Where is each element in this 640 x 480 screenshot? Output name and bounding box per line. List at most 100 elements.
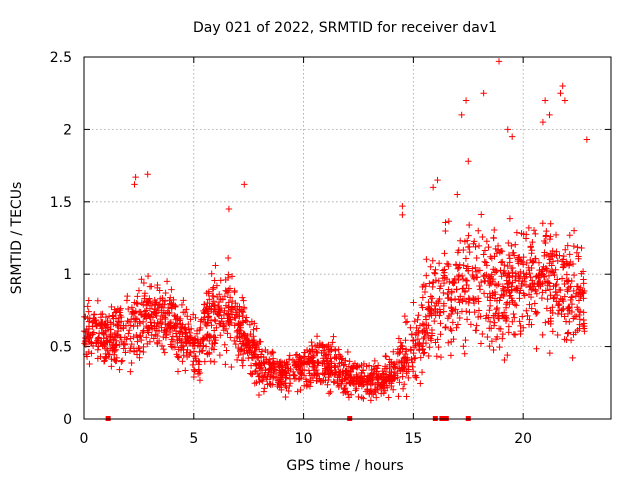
data-point [563, 336, 570, 344]
data-point [526, 301, 533, 308]
data-point [266, 356, 273, 363]
data-point [507, 292, 514, 299]
data-point [570, 271, 578, 279]
data-point [375, 375, 382, 382]
data-point [433, 353, 441, 360]
data-point [148, 331, 155, 339]
data-point [524, 312, 531, 320]
data-point [452, 261, 460, 268]
data-point [240, 319, 247, 326]
data-point [144, 171, 151, 178]
data-point [549, 258, 557, 265]
data-point [153, 339, 161, 346]
data-point [135, 345, 143, 352]
data-point [466, 248, 473, 256]
data-point [94, 335, 102, 343]
data-point [224, 254, 232, 262]
data-point [206, 296, 213, 303]
data-point [270, 359, 277, 367]
data-point [421, 288, 429, 296]
data-point [496, 249, 504, 256]
data-point [464, 237, 471, 244]
data-point [321, 352, 329, 359]
data-point [514, 257, 521, 265]
data-point [394, 370, 401, 377]
data-point [423, 325, 430, 332]
plot-frame [83, 56, 612, 420]
data-point [298, 359, 306, 366]
data-point [190, 366, 198, 373]
data-point [398, 365, 406, 372]
data-point [521, 292, 528, 299]
data-point [173, 351, 180, 358]
data-point [119, 357, 126, 364]
data-point [111, 347, 118, 355]
data-point [527, 293, 535, 301]
data-point [564, 278, 571, 285]
data-point [409, 368, 417, 375]
data-point [518, 258, 526, 265]
data-point [442, 323, 450, 331]
data-point [542, 232, 550, 239]
data-point [472, 268, 480, 276]
data-point [182, 335, 189, 343]
data-point [174, 313, 181, 321]
data-point [477, 278, 485, 286]
data-point [547, 315, 554, 322]
data-point [104, 339, 111, 346]
data-point [543, 278, 551, 285]
data-point [143, 307, 150, 314]
data-point [224, 315, 231, 322]
data-point [335, 383, 342, 391]
data-point [136, 354, 143, 361]
data-point [176, 323, 184, 331]
data-point [520, 278, 528, 285]
data-point [476, 282, 483, 290]
data-point [410, 349, 417, 357]
data-point [422, 313, 429, 320]
data-point [434, 336, 441, 343]
data-point [478, 211, 485, 218]
data-point [508, 295, 515, 302]
data-point [201, 301, 208, 308]
data-point [223, 347, 230, 354]
data-point [204, 330, 211, 338]
data-point [117, 325, 125, 332]
data-point [166, 297, 173, 304]
data-point [539, 266, 546, 273]
data-point [255, 361, 263, 368]
data-point [196, 377, 204, 384]
data-point [416, 322, 424, 329]
data-point [561, 97, 569, 104]
data-point [208, 322, 215, 329]
data-point [570, 242, 578, 250]
data-point [462, 298, 470, 305]
data-point [486, 342, 493, 350]
data-point [327, 388, 334, 396]
data-point [455, 272, 463, 279]
data-point [441, 250, 448, 257]
data-point [228, 273, 236, 280]
data-point [408, 356, 415, 363]
data-point [515, 271, 522, 279]
data-point [509, 318, 516, 325]
data-point [236, 312, 243, 320]
data-point [403, 318, 411, 325]
data-point [271, 366, 279, 373]
data-point [125, 330, 132, 337]
data-point [511, 301, 519, 308]
data-point [286, 352, 293, 359]
grid-lines [84, 57, 611, 419]
data-point [473, 327, 480, 334]
data-point [131, 181, 138, 188]
data-point [285, 387, 292, 395]
data-point [483, 271, 490, 279]
data-point [428, 295, 436, 302]
data-point [136, 333, 144, 340]
data-point [363, 363, 370, 370]
data-point [180, 309, 187, 316]
data-point [419, 304, 426, 311]
data-point [302, 376, 310, 383]
data-point [212, 262, 219, 269]
data-point [469, 294, 477, 302]
